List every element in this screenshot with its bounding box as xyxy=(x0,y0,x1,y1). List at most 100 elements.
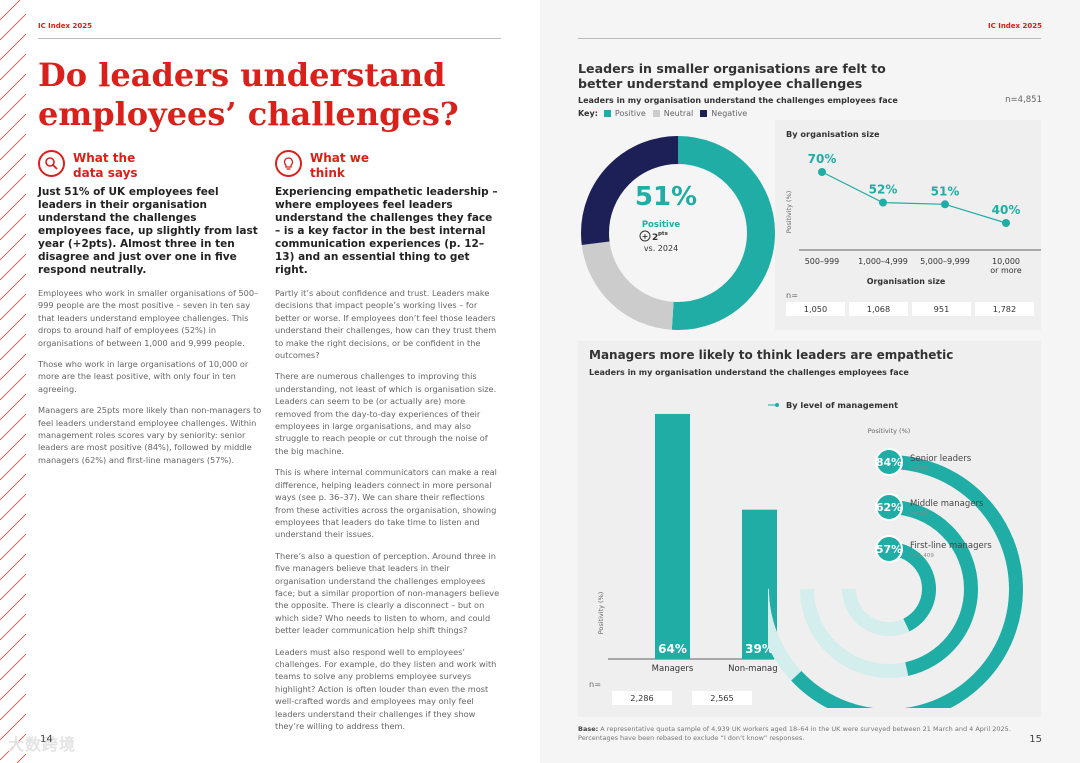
x-tick-label: 5,000–9,999 xyxy=(920,257,970,266)
value-badge xyxy=(875,448,903,476)
body-paragraph: Partly it’s about confidence and trust. … xyxy=(275,288,497,361)
x-axis-label: Organisation size xyxy=(867,277,946,286)
data-label: 70% xyxy=(808,152,837,166)
x-tick-label: 500–999 xyxy=(805,257,840,266)
page-number: 15 xyxy=(1029,734,1042,745)
right-page: IC Index 2025 Leaders in smaller organis… xyxy=(540,0,1080,763)
header-rule xyxy=(38,38,501,39)
n-cell: 1,782 xyxy=(975,302,1034,316)
legend-swatch-neutral xyxy=(652,110,660,117)
category-label: Middle managers xyxy=(910,499,984,509)
n-label: n= xyxy=(589,679,602,689)
header-label: IC Index 2025 xyxy=(38,22,92,30)
data-label: 40% xyxy=(992,203,1021,217)
bar-value-label: 64% xyxy=(658,642,687,656)
body-paragraph: Managers are 25pts more likely than non-… xyxy=(38,405,262,465)
footnote: Base: A representative quota sample of 4… xyxy=(578,725,1018,743)
badge-value-label: 62% xyxy=(876,501,902,514)
change-symbol: + xyxy=(642,232,649,241)
n-cell: 1,068 xyxy=(849,302,908,316)
y-axis-label: Positivity (%) xyxy=(597,592,605,635)
body-paragraph: Those who work in large organisations of… xyxy=(38,359,249,394)
magnifier-icon xyxy=(38,150,65,177)
chart-title: By level of management xyxy=(786,400,899,410)
header-rule xyxy=(578,38,1041,39)
legend-item: Negative xyxy=(711,109,748,118)
footnote-text: A representative quota sample of 4,939 U… xyxy=(578,725,1011,742)
watermark: 大数跨境 xyxy=(8,735,77,754)
x-tick-label: 1,000–4,999 xyxy=(858,257,908,266)
data-point xyxy=(818,168,826,176)
body-paragraph: This is where internal communicators can… xyxy=(275,467,497,540)
data-label: 51% xyxy=(931,184,960,198)
bar xyxy=(655,413,690,659)
left-page: IC Index 2025 Do leaders understand empl… xyxy=(0,0,501,763)
column-what-we-think: What we think Experiencing empathetic le… xyxy=(275,150,501,741)
x-tick-label: Managers xyxy=(652,664,694,674)
header-label: IC Index 2025 xyxy=(988,22,1042,30)
body-paragraph: There are numerous challenges to improvi… xyxy=(275,371,497,456)
page-number: 14 xyxy=(40,734,53,745)
sample-size: n=4,851 xyxy=(1005,95,1042,105)
n-cell: 1,050 xyxy=(786,302,845,316)
line-chart: Positivity (%) 70% 500–999 52% 1,000–4,999 5… xyxy=(785,152,1041,286)
y-axis-label: Positivity (%) xyxy=(785,191,793,234)
page-title: Do leaders understand employees’ challen… xyxy=(38,56,459,133)
body-paragraph: Leaders must also respond well to employ… xyxy=(275,646,497,731)
n-cell: 2,286 xyxy=(612,691,672,705)
footnote-label: Base: xyxy=(578,725,599,733)
category-n: n=359 xyxy=(910,511,929,517)
legend-item: Positive xyxy=(614,109,646,118)
badge-value-label: 84% xyxy=(876,456,902,469)
column-heading: What we think xyxy=(310,151,370,180)
x-tick-label: 10,000 or more xyxy=(990,257,1022,275)
n-cell: 951 xyxy=(912,302,971,316)
x-tick-label: Non-managers xyxy=(728,664,778,674)
category-label: First-line managers xyxy=(910,541,992,551)
series-line xyxy=(821,171,1007,224)
data-point xyxy=(1002,219,1010,227)
value-badge xyxy=(875,493,903,521)
donut-center-label: Positive xyxy=(642,220,681,230)
chart-title: By organisation size xyxy=(786,129,880,139)
radial-axis-label: Positivity (%) xyxy=(868,427,911,435)
bar-chart: Positivity (%) 64% Managers 39% Non-manager… xyxy=(597,413,778,674)
data-point xyxy=(941,200,949,209)
plus-circle-icon xyxy=(639,230,651,242)
legend-swatch-positive xyxy=(603,110,611,117)
legend-label: Key: xyxy=(578,109,598,118)
section-subtitle: Leaders in my organisation understand th… xyxy=(578,96,898,105)
legend-swatch-negative xyxy=(700,110,708,117)
bar-value-label: 39% xyxy=(745,642,774,656)
body-paragraph: Employees who work in smaller organisati… xyxy=(38,288,259,348)
n-cell: 2,565 xyxy=(692,691,752,705)
connector-line xyxy=(768,403,779,407)
legend: Key: Positive Neutral Negative xyxy=(578,109,747,118)
column-what-data-says: What the data says Just 51% of UK employ… xyxy=(38,150,262,475)
category-n: n=1,409 xyxy=(910,553,934,559)
value-badge xyxy=(875,535,903,563)
legend-item: Neutral xyxy=(663,109,694,118)
change-value: 2 xyxy=(652,233,658,243)
n-label: n= xyxy=(786,290,799,300)
donut-center-value: 51% xyxy=(635,182,697,212)
category-label: Senior leaders xyxy=(910,454,972,464)
category-n: n=518 xyxy=(910,466,929,472)
lead-paragraph: Just 51% of UK employees feel leaders in… xyxy=(38,186,258,276)
column-heading-row: What we think xyxy=(275,150,501,186)
data-point xyxy=(879,198,887,207)
data-label: 52% xyxy=(869,183,898,197)
lead-paragraph: Experiencing empathetic leadership – whe… xyxy=(275,186,498,276)
change-unit: pts xyxy=(658,231,669,237)
donut-segment-negative xyxy=(581,136,775,330)
column-heading-row: What the data says xyxy=(38,150,262,186)
comparison-label: vs. 2024 xyxy=(644,244,678,253)
column-heading: What the data says xyxy=(73,151,138,180)
donut-chart: 51% Positive + 2 pts vs. 2024 xyxy=(581,136,775,330)
body-paragraph: There’s also a question of perception. A… xyxy=(275,550,500,636)
section-subtitle: Leaders in my organisation understand th… xyxy=(589,368,909,377)
line-chart-panel xyxy=(775,120,1041,330)
section-title: Managers more likely to think leaders ar… xyxy=(589,348,954,362)
hatch-decoration xyxy=(0,0,26,763)
lightbulb-icon xyxy=(275,150,302,177)
